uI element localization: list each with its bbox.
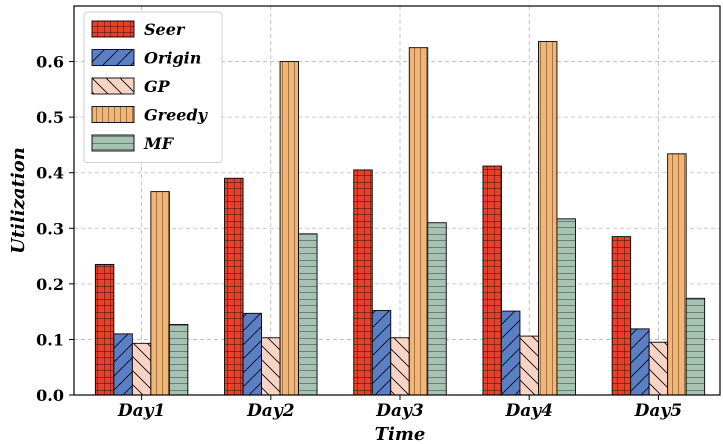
bar-hatch [224,177,244,396]
x-tick-label: Day5 [634,401,682,421]
x-tick-label: Day1 [117,401,165,421]
x-tick-label: Day2 [246,401,295,421]
bar-greedy-day1 [150,191,170,396]
bar-origin-day4 [501,310,521,396]
legend-label: MF [143,134,175,153]
bar-mf-day1 [168,323,189,396]
bar-greedy-day3 [408,47,429,396]
bar-hatch [630,328,650,396]
y-tick-label: 0.4 [36,164,64,183]
bar-mf-day4 [556,218,576,396]
y-tick-label: 0.0 [36,386,64,405]
legend: Seer Origin GP Greedy MF [83,11,223,163]
bar-hatch [371,310,392,396]
bar-hatch [482,165,502,396]
bar-hatch [261,337,281,396]
bar-origin-day5 [630,328,650,396]
legend-item-seer: Seer [91,20,186,39]
bar-hatch [131,342,152,396]
bar-hatch [556,218,576,396]
legend-swatch [91,20,135,38]
bar-gp-day4 [519,335,539,396]
bar-seer-day1 [94,263,115,396]
bar-hatch [298,233,318,396]
bar-greedy-day2 [279,61,299,396]
bar-origin-day3 [371,310,392,396]
y-tick-label: 0.1 [36,330,64,349]
legend-swatch [91,77,135,95]
bar-gp-day3 [390,337,410,396]
bar-seer-day2 [224,177,244,396]
bar-greedy-day4 [538,41,558,396]
bar-hatch [168,323,189,396]
x-axis-title: Time [375,424,426,444]
y-axis-ticks: 0.0 0.1 0.2 0.3 0.4 0.5 0.6 [36,53,74,405]
bar-origin-day1 [113,333,133,396]
bar-hatch [501,310,521,396]
bar-hatch [611,236,632,396]
bar-mf-day2 [298,233,318,396]
bar-hatch [648,341,669,396]
bar-hatch [113,333,133,396]
bar-hatch [150,191,170,396]
y-tick-label: 0.3 [36,219,64,238]
y-tick-label: 0.6 [36,53,64,72]
y-tick-label: 0.5 [36,108,64,127]
legend-swatch [91,49,135,66]
bar-hatch [408,47,429,396]
bar-seer-day3 [353,169,373,396]
y-axis-title: Utilization [8,147,29,254]
bar-hatch [667,153,687,396]
bar-mf-day5 [685,297,706,396]
bar-hatch [685,297,706,396]
bar-hatch [353,169,373,396]
legend-item-greedy: Greedy [91,106,209,125]
legend-label: GP [144,77,171,96]
x-axis-ticks: Day1 Day2 Day3 Day4 Day5 [117,395,682,421]
bar-hatch [427,222,447,396]
legend-swatch [91,134,135,152]
y-tick-label: 0.2 [36,275,64,294]
bar-seer-day5 [611,236,632,396]
bar-greedy-day5 [667,153,687,396]
bar-hatch [242,312,263,396]
bar-origin-day2 [242,312,263,396]
bars [94,41,706,396]
bar-gp-day1 [131,342,152,396]
legend-swatch [91,106,135,123]
plot-frame [73,5,721,396]
bar-mf-day3 [427,222,447,396]
x-tick-label: Day4 [504,401,552,421]
legend-item-mf: MF [91,134,175,153]
legend-item-origin: Origin [91,49,201,68]
grid-lines [74,6,720,395]
bar-hatch [279,61,299,396]
bar-hatch [538,41,558,396]
legend-label: Greedy [144,106,209,125]
legend-item-gp: GP [91,77,171,96]
bar-seer-day4 [482,165,502,396]
legend-label: Seer [144,20,186,39]
bar-gp-day5 [648,341,669,396]
legend-label: Origin [144,49,201,68]
bar-hatch [519,335,539,396]
bar-hatch [94,263,115,396]
bar-gp-day2 [261,337,281,396]
x-tick-label: Day3 [375,401,424,421]
bar-hatch [390,337,410,396]
